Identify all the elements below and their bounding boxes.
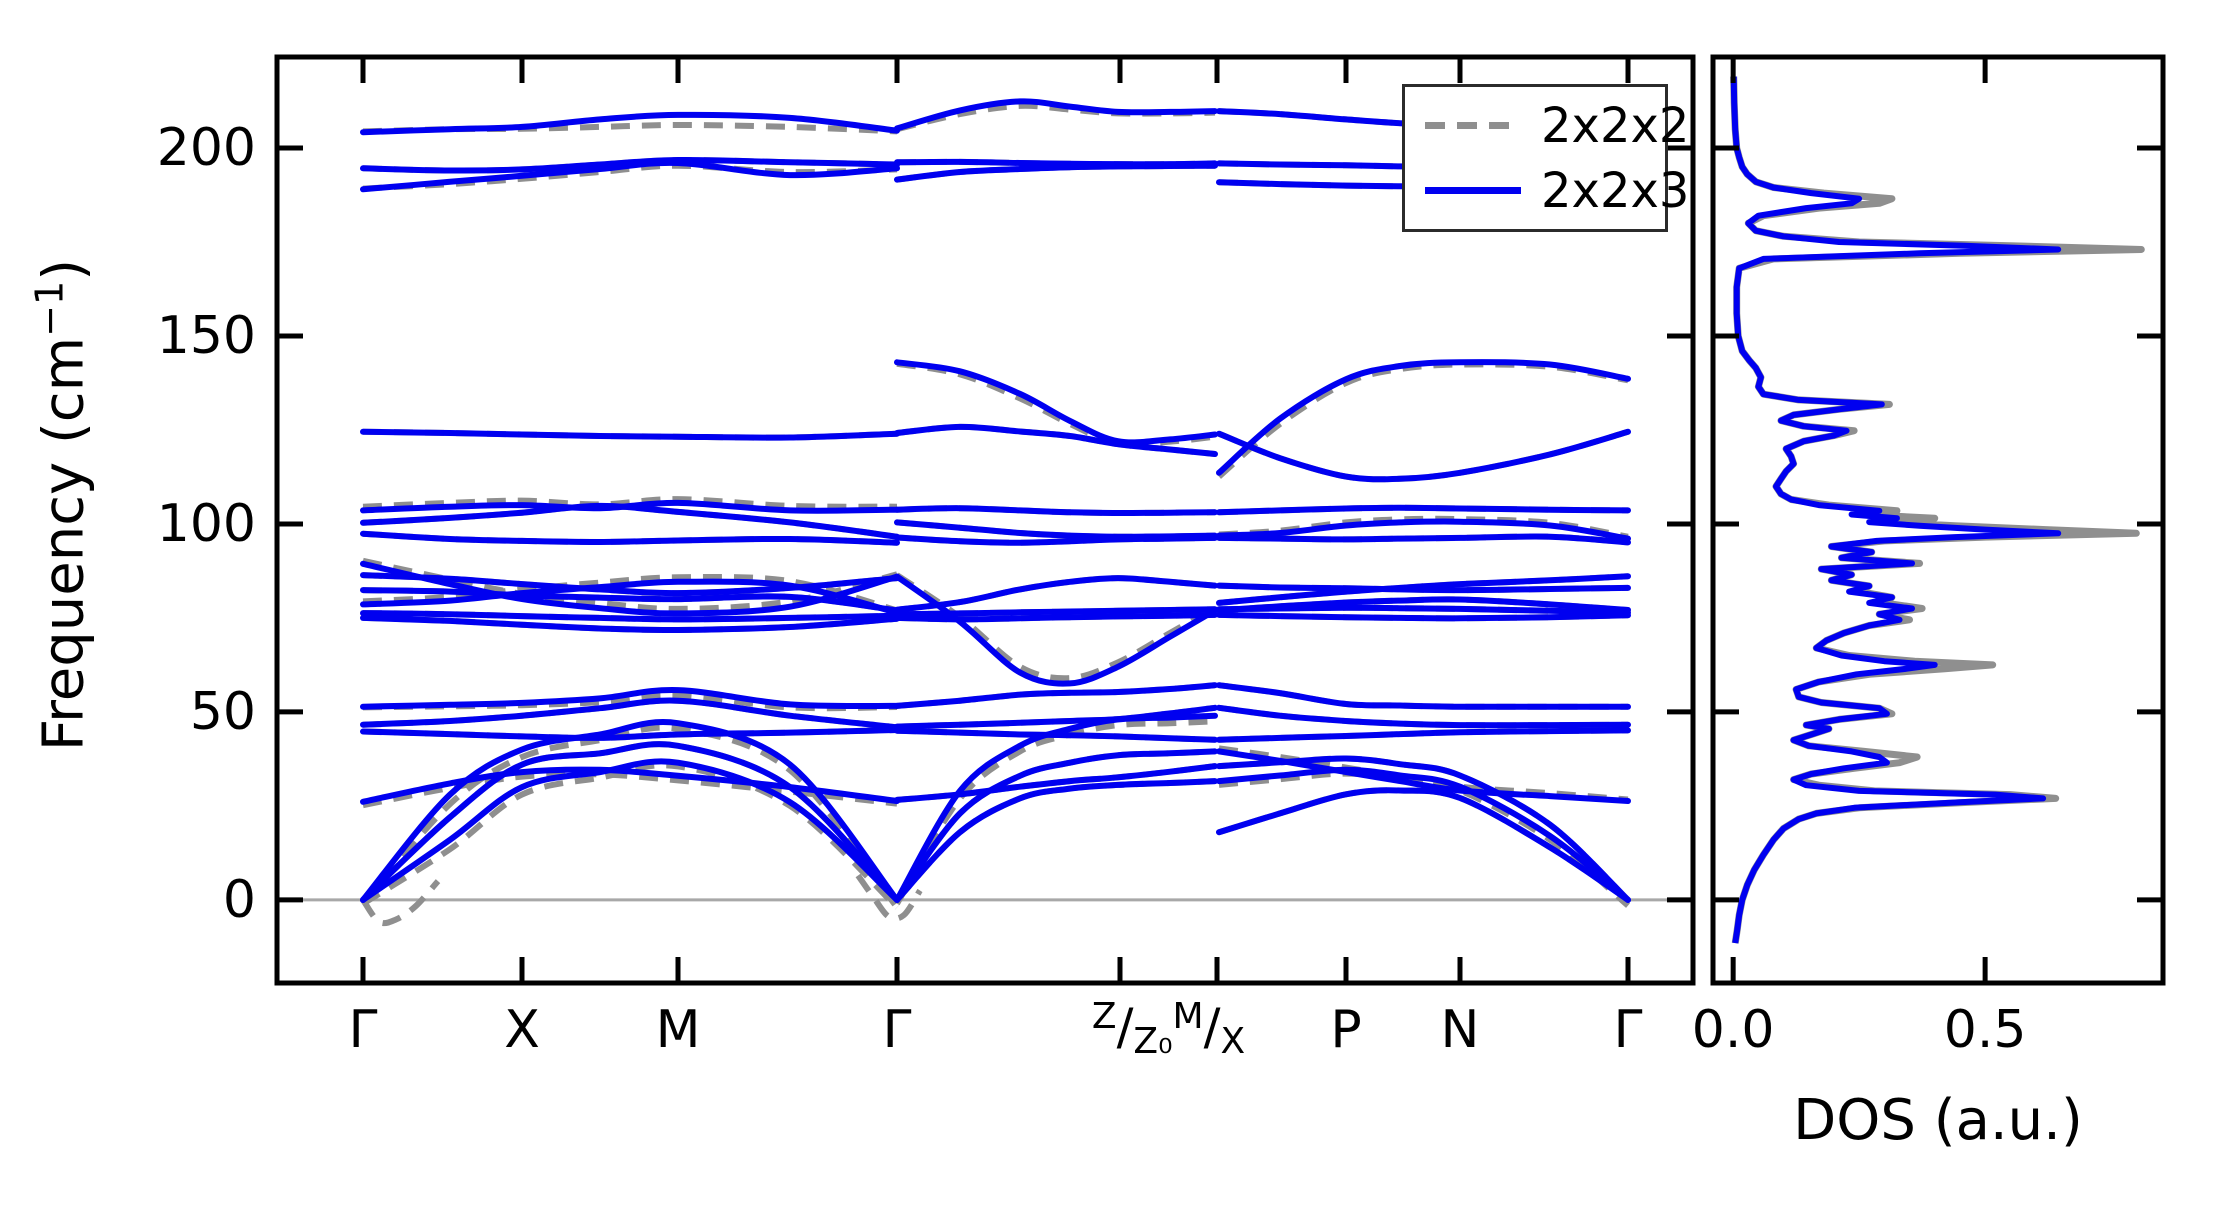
band-2x2x3 [360, 578, 900, 616]
band-2x2x2 [855, 873, 923, 922]
y-tick-label-0: 0 [222, 869, 256, 930]
band-2x2x3 [894, 704, 1218, 730]
band-2x2x3 [360, 727, 900, 741]
band-2x2x3 [894, 359, 1218, 446]
band-2x2x3 [360, 502, 900, 540]
band-2x2x3 [894, 712, 1218, 903]
band-2x2x3 [1216, 766, 1631, 903]
band-2x2x3 [360, 758, 900, 903]
band-2x2x3 [1216, 428, 1631, 483]
band-2x2x3 [1216, 504, 1631, 516]
y-tick-label-100: 100 [156, 493, 256, 554]
band-2x2x3 [894, 505, 1218, 517]
band-2x2x3 [360, 719, 900, 903]
x-tick-label-Γ: Γ [882, 1000, 912, 1060]
solid-line-sample [1425, 187, 1521, 194]
y-tick-label-50: 50 [189, 681, 256, 742]
band-2x2x3 [894, 534, 1218, 546]
y-tick-label-200: 200 [156, 117, 256, 178]
dos-tick-label-0.5: 0.5 [1943, 1000, 2027, 1060]
band-2x2x3 [1216, 748, 1631, 804]
band-2x2x3 [360, 741, 900, 903]
band-2x2x3 [1216, 727, 1631, 743]
band-2x2x3 [1216, 704, 1631, 729]
band-2x2x2 [894, 718, 1216, 906]
band-2x2x3 [1216, 682, 1631, 710]
x-tick-label-Γ: Γ [1613, 1000, 1643, 1060]
band-2x2x3 [360, 428, 900, 441]
band-2x2x3 [894, 423, 1218, 457]
dos-tick-label-0.0: 0.0 [1691, 1000, 1775, 1060]
legend-label: 2x2x2 [1541, 97, 1690, 154]
legend: 2x2x2 2x2x3 [1402, 84, 1689, 232]
band-2x2x3 [894, 519, 1218, 540]
axis-ticks [277, 57, 2163, 983]
band-2x2x3 [1216, 518, 1631, 542]
band-2x2x3 [360, 687, 900, 710]
band-2x2x3 [360, 614, 900, 634]
x-tick-label-zz0-mx: Z/Z₀M/X [1091, 996, 1246, 1063]
band-2x2x3 [1216, 787, 1631, 903]
band-2x2x3 [894, 611, 1218, 623]
band-2x2x3 [894, 573, 1218, 687]
band-2x2x3 [894, 162, 1218, 183]
band-2x2x3 [360, 159, 900, 193]
band-2x2x3 [1216, 359, 1631, 476]
band-2x2x3 [360, 587, 900, 614]
band-2x2x3 [1216, 573, 1631, 606]
band-2x2x3 [360, 697, 900, 731]
band-2x2x3 [894, 575, 1218, 613]
dos-curves [1730, 76, 2145, 944]
band-2x2x3 [894, 778, 1218, 903]
band-2x2x3 [360, 111, 900, 136]
band-2x2x3 [360, 560, 900, 617]
dos-curve-2x2x3 [1730, 76, 2062, 944]
band-2x2x3 [894, 748, 1218, 903]
x-tick-label-P: P [1330, 1000, 1362, 1060]
band-lines-2x2x3 [360, 98, 1631, 903]
band-2x2x3 [360, 610, 900, 623]
band-2x2x2 [361, 762, 900, 910]
band-2x2x3 [894, 727, 1218, 743]
band-2x2x3 [1216, 611, 1631, 622]
band-2x2x3 [894, 606, 1218, 618]
legend-entry-2x2x2: 2x2x2 [1425, 102, 1689, 150]
x-tick-label-X: X [504, 1000, 540, 1060]
band-2x2x3 [360, 530, 900, 546]
band-2x2x2 [360, 879, 441, 927]
band-structure-panel-frame [274, 54, 1696, 986]
x-tick-label-M: M [655, 1000, 701, 1060]
dos-curve-2x2x2 [1730, 76, 2145, 944]
x-tick-label-Γ: Γ [348, 1000, 378, 1060]
band-2x2x2 [896, 102, 1216, 133]
band-2x2x3 [360, 156, 900, 174]
band-2x2x3 [1216, 604, 1631, 616]
legend-entry-2x2x3: 2x2x3 [1425, 167, 1689, 215]
band-2x2x2 [895, 572, 1217, 682]
dashed-line-sample [1425, 122, 1521, 129]
band-2x2x3 [1216, 533, 1631, 546]
y-tick-label-150: 150 [156, 305, 256, 366]
band-2x2x3 [894, 682, 1218, 709]
x-tick-label-N: N [1440, 1000, 1480, 1060]
dos-axis-label: DOS (a.u.) [1793, 1088, 2083, 1153]
dos-panel-frame [1710, 54, 2166, 986]
band-2x2x2 [360, 724, 900, 910]
band-2x2x3 [894, 98, 1218, 132]
legend-label: 2x2x3 [1541, 162, 1690, 219]
band-2x2x2 [1217, 361, 1629, 479]
band-2x2x2 [894, 778, 1216, 902]
